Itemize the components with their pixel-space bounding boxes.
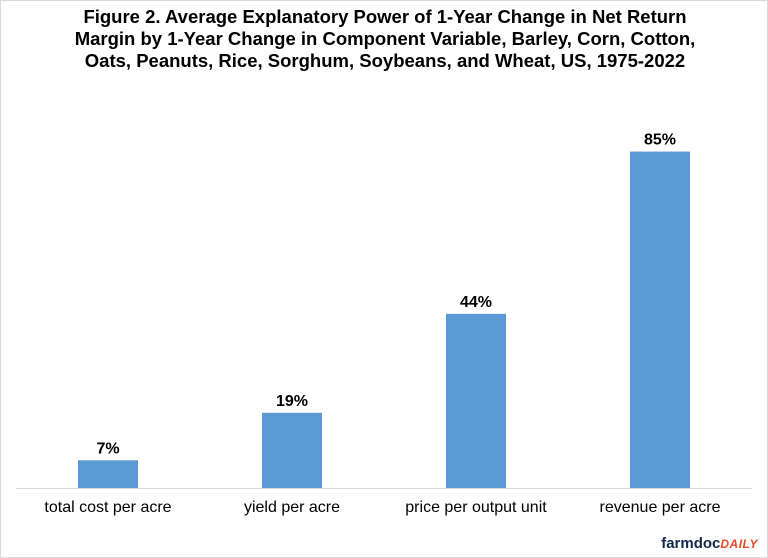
bar-yield-per-acre bbox=[262, 412, 322, 488]
data-label: 19% bbox=[276, 393, 308, 410]
bar-price-per-output-unit bbox=[446, 313, 506, 488]
category-label: total cost per acre bbox=[44, 499, 171, 516]
bar-total-cost-per-acre bbox=[78, 460, 138, 488]
data-label: 85% bbox=[644, 132, 676, 149]
label-group: 7% total cost per acre 19% yield per acre 44… bbox=[44, 132, 720, 516]
farmdoc-daily-logo: farmdocDAILY bbox=[661, 535, 758, 552]
data-label: 44% bbox=[460, 294, 492, 311]
category-label: yield per acre bbox=[244, 499, 340, 516]
bar-group bbox=[78, 151, 690, 488]
data-label: 7% bbox=[96, 440, 119, 457]
category-label: price per output unit bbox=[405, 499, 547, 516]
chart-title: Figure 2. Average Explanatory Power of 1… bbox=[74, 6, 696, 71]
category-label: revenue per acre bbox=[600, 499, 721, 516]
bar-revenue-per-acre bbox=[630, 151, 690, 488]
